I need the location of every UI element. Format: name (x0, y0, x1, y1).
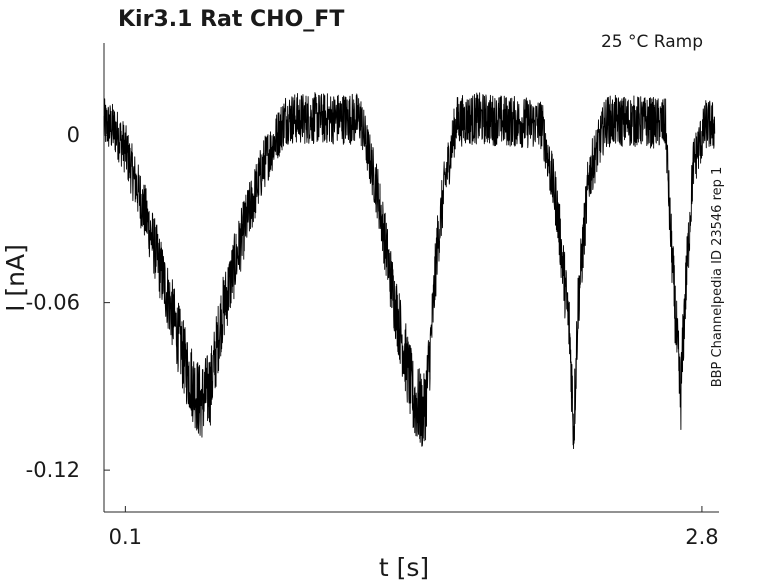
y-ticks: 0 -0.06 -0.12 (26, 123, 110, 482)
chart-annotation: 25 °C Ramp (601, 32, 703, 52)
current-trace (103, 92, 716, 450)
y-axis-label: I [nA] (1, 244, 30, 312)
side-label: BBP Channelpedia ID 23546 rep 1 (710, 167, 725, 388)
x-ticks: 0.1 2.8 (109, 506, 719, 549)
x-axis-label: t [s] (379, 553, 429, 582)
y-tick-label: -0.06 (26, 291, 80, 315)
chart-title: Kir3.1 Rat CHO_FT (118, 7, 344, 32)
plot-area (103, 92, 716, 450)
x-tick-label: 0.1 (109, 525, 142, 549)
y-tick-label: -0.12 (26, 458, 80, 482)
x-tick-label: 2.8 (685, 525, 718, 549)
y-tick-label: 0 (67, 123, 80, 147)
